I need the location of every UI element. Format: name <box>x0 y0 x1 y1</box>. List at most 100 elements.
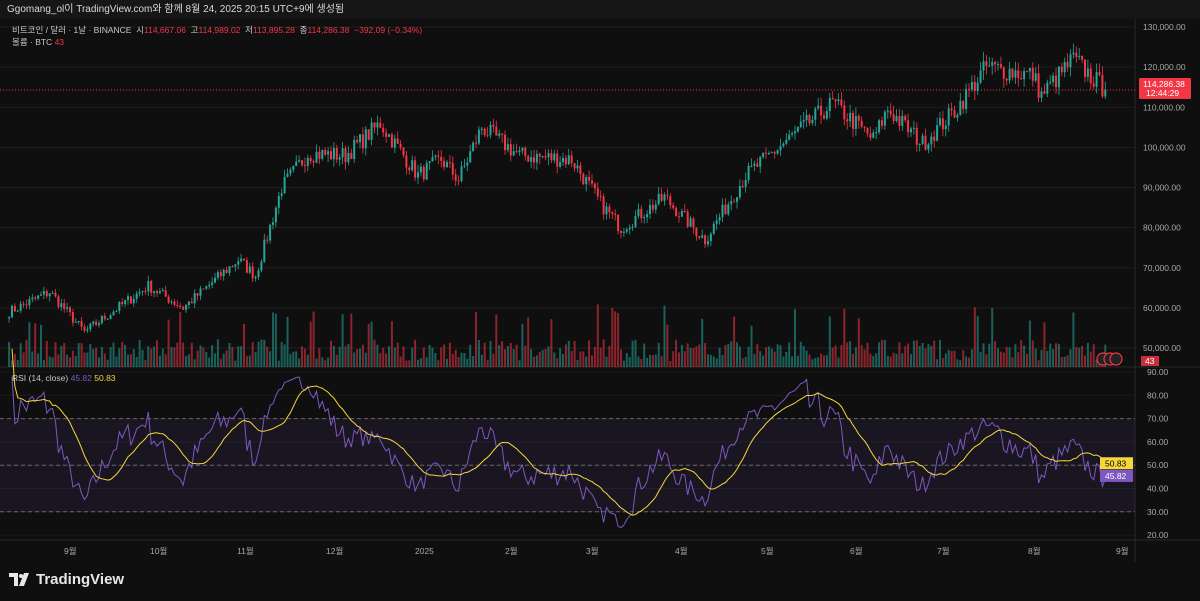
candle <box>927 144 930 150</box>
candle <box>741 186 744 188</box>
candle <box>1072 52 1075 55</box>
volume-bar <box>588 340 591 367</box>
candle <box>973 81 976 91</box>
candle <box>933 136 936 141</box>
volume-bar <box>269 351 272 367</box>
volume-bar <box>608 345 611 367</box>
candle <box>941 118 944 130</box>
candle <box>953 110 956 118</box>
volume-bar <box>182 342 185 367</box>
candle <box>303 164 306 166</box>
candle <box>42 291 45 295</box>
candle <box>712 223 715 234</box>
candle <box>477 129 480 144</box>
volume-bar <box>907 343 910 367</box>
candle <box>730 201 733 205</box>
candle <box>274 207 277 223</box>
volume-bar <box>593 346 596 367</box>
candle <box>309 157 312 162</box>
candle <box>811 119 814 124</box>
candle <box>944 125 947 130</box>
snapshot-caption: Ggomang_ol이 TradingView.com와 함께 8월 24, 2… <box>0 0 1200 19</box>
volume-bar <box>359 348 361 367</box>
candle <box>915 127 918 145</box>
volume-bar <box>770 348 773 367</box>
volume-bar <box>95 347 98 367</box>
candle <box>135 293 138 299</box>
volume-bar <box>164 354 167 367</box>
volume-bar <box>979 351 982 367</box>
candle <box>89 323 92 330</box>
candle <box>666 194 669 197</box>
price-chart[interactable]: 130,000.00 120,000.00 110,000.00 100,000.00… <box>0 19 1200 562</box>
candle <box>837 99 840 102</box>
volume-bar <box>298 358 301 367</box>
rsi-ma-badge-text: 50.83 <box>1105 458 1127 468</box>
volume-bar <box>582 351 585 367</box>
candle <box>176 304 179 306</box>
volume-bar <box>686 343 689 367</box>
volume-bar <box>222 353 225 367</box>
candle <box>199 288 202 296</box>
volume-bar <box>274 313 277 367</box>
candle <box>269 224 272 241</box>
volume-bar <box>211 345 214 367</box>
candle <box>962 100 965 110</box>
candle <box>570 155 573 164</box>
volume-bar <box>927 344 930 367</box>
tradingview-logo[interactable]: TradingView <box>9 571 124 588</box>
candle <box>321 149 324 159</box>
candle <box>689 218 692 227</box>
candle <box>840 99 843 106</box>
candle <box>881 120 883 126</box>
candle <box>228 266 231 274</box>
volume-badge-text: 43 <box>1145 356 1155 366</box>
rsi-ma-line <box>11 348 1106 516</box>
volume-bar <box>895 354 898 367</box>
candle <box>390 134 393 148</box>
candle <box>34 297 37 299</box>
candle <box>657 193 660 205</box>
candle <box>405 155 408 168</box>
volume-bar <box>939 339 941 367</box>
volume-bar <box>176 342 179 367</box>
volume-bar <box>1020 340 1023 367</box>
candle <box>1020 77 1023 80</box>
volume-bar <box>831 347 834 367</box>
candle <box>138 292 141 294</box>
volume-bar <box>788 342 791 367</box>
volume-bar <box>135 356 138 367</box>
candle <box>277 195 280 208</box>
volume-bar <box>547 346 550 367</box>
candle <box>704 235 707 245</box>
volume-bar <box>852 354 854 367</box>
volume-bar <box>405 360 408 367</box>
volume-bar <box>460 352 463 367</box>
volume-bar <box>1031 340 1034 367</box>
candle <box>245 260 248 273</box>
rsi-value: 45.82 <box>70 373 92 383</box>
candle <box>419 166 422 173</box>
candle <box>747 165 750 180</box>
candle <box>1104 90 1107 97</box>
candle <box>144 290 147 292</box>
volume-bar <box>811 359 814 367</box>
candle <box>939 118 941 126</box>
rsi-ma-value: 50.83 <box>94 373 116 383</box>
volume-bar <box>953 350 956 367</box>
candle <box>187 301 190 306</box>
volume-bar <box>106 359 109 367</box>
volume-bar <box>585 356 588 367</box>
volume-bar <box>854 347 857 367</box>
candle <box>765 152 767 154</box>
volume-bar <box>277 360 280 367</box>
candle <box>190 301 193 304</box>
candle <box>588 176 591 181</box>
volume-bar <box>379 353 382 367</box>
volume-bar <box>1081 345 1084 367</box>
candle <box>1005 78 1008 81</box>
candle <box>1031 67 1034 81</box>
volume-bar <box>1026 353 1028 367</box>
volume-bar <box>863 349 866 367</box>
volume-bar <box>883 339 886 367</box>
